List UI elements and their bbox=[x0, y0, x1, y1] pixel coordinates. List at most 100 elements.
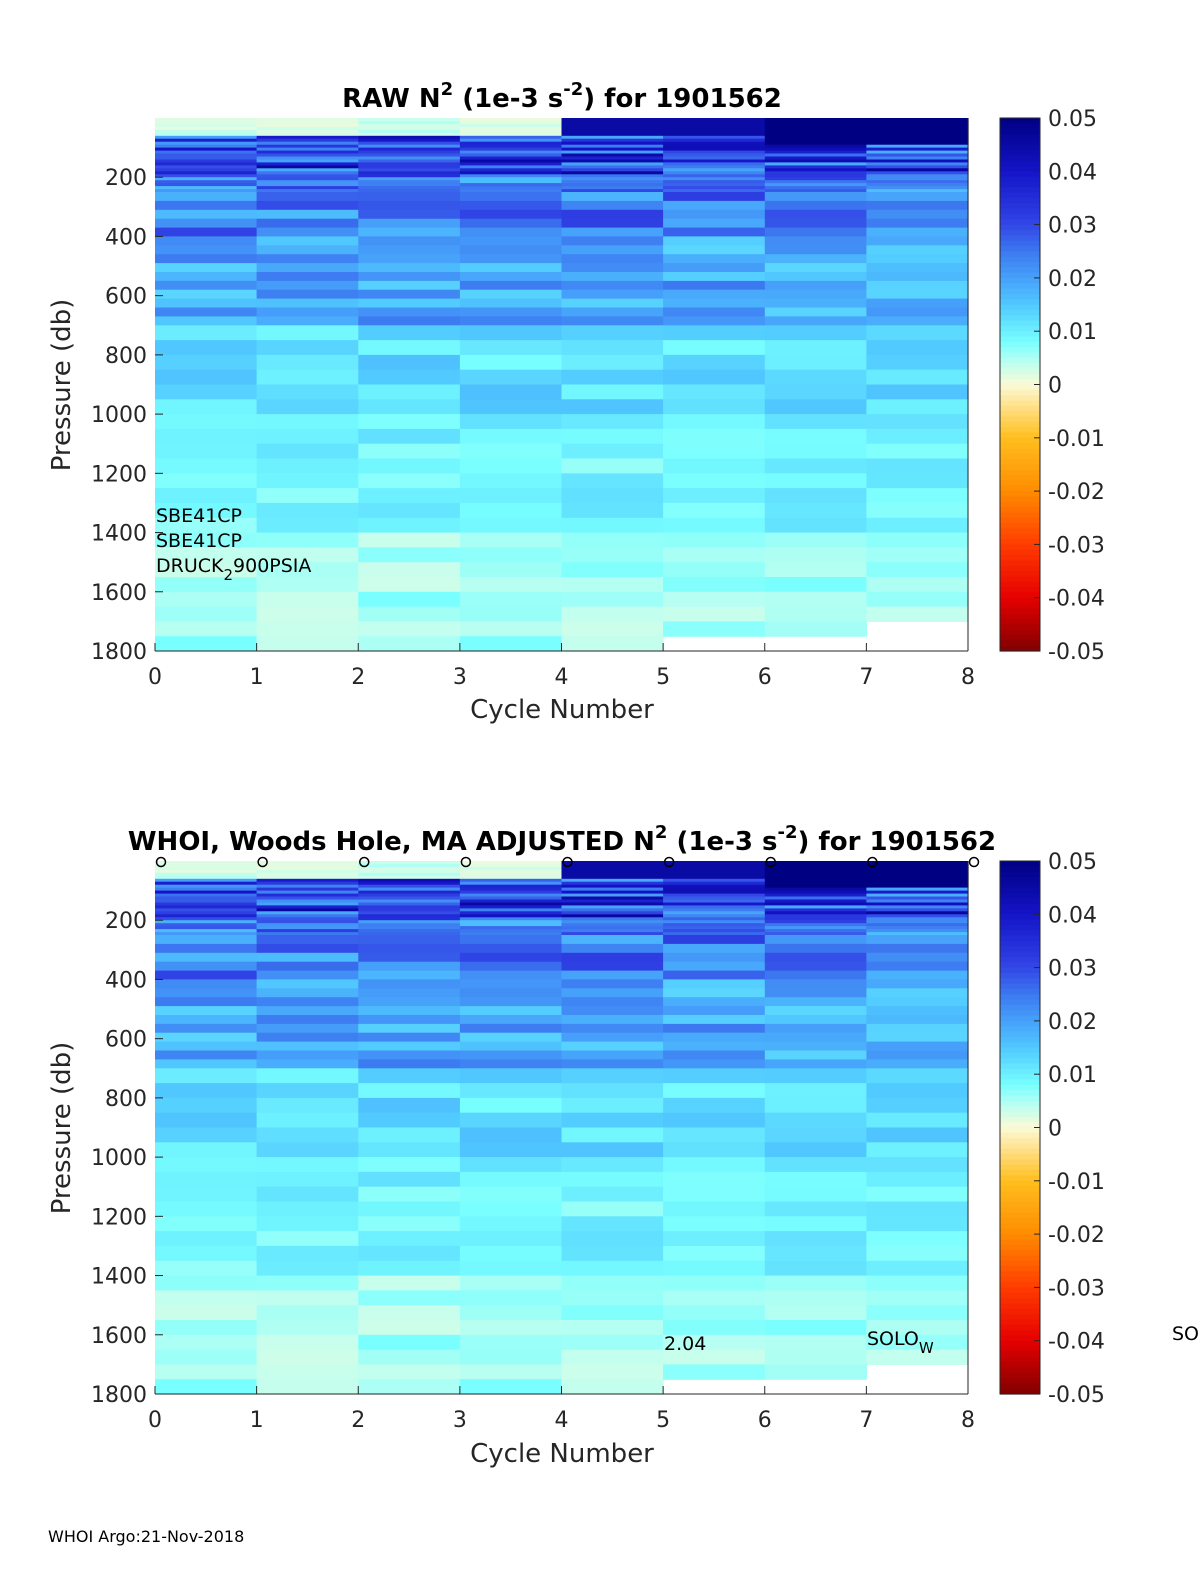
heatmap-cell bbox=[663, 165, 766, 169]
heatmap-cell bbox=[663, 997, 766, 1007]
heatmap-cell bbox=[358, 1231, 461, 1247]
heatmap-cell bbox=[866, 192, 969, 202]
adjusted-x-label: Cycle Number bbox=[470, 1439, 654, 1469]
heatmap-cell bbox=[663, 878, 766, 883]
colorbar-swatch bbox=[1000, 347, 1040, 354]
heatmap-cell bbox=[663, 189, 766, 193]
heatmap-cell bbox=[764, 488, 867, 504]
colorbar-swatch bbox=[1000, 640, 1040, 647]
heatmap-cell bbox=[155, 875, 258, 880]
heatmap-cell bbox=[866, 908, 969, 912]
heatmap-cell bbox=[866, 878, 969, 883]
colorbar-swatch bbox=[1000, 475, 1040, 482]
colorbar-swatch bbox=[1000, 155, 1040, 162]
heatmap-cell bbox=[866, 473, 969, 489]
heatmap-cell bbox=[764, 884, 867, 889]
colorbar-swatch bbox=[1000, 1170, 1040, 1177]
heatmap-cell bbox=[866, 177, 969, 181]
heatmap-cell bbox=[459, 316, 563, 326]
colorbar-swatch bbox=[1000, 972, 1040, 979]
heatmap-cell bbox=[358, 1023, 461, 1034]
x-tick-label: 1 bbox=[250, 665, 264, 690]
heatmap-cell bbox=[256, 1275, 359, 1291]
heatmap-cell bbox=[561, 165, 664, 169]
heatmap-cell bbox=[459, 1112, 563, 1129]
heatmap-cell bbox=[358, 1364, 461, 1380]
heatmap-cell bbox=[358, 289, 461, 300]
heatmap-cell bbox=[459, 488, 563, 504]
heatmap-cell bbox=[256, 156, 359, 161]
heatmap-cell bbox=[459, 861, 563, 865]
heatmap-cell bbox=[256, 186, 359, 190]
colorbar-swatch bbox=[1000, 368, 1040, 375]
y-tick-label: 400 bbox=[105, 225, 147, 250]
heatmap-cell bbox=[561, 162, 664, 166]
heatmap-cell bbox=[155, 532, 258, 548]
heatmap-cell bbox=[561, 636, 664, 652]
heatmap-cell bbox=[459, 129, 563, 134]
heatmap-cell bbox=[256, 147, 359, 152]
heatmap-cell bbox=[764, 171, 867, 175]
heatmap-cell bbox=[866, 1050, 969, 1060]
heatmap-cell bbox=[155, 1349, 258, 1365]
y-tick-label: 400 bbox=[105, 968, 147, 993]
heatmap-cell bbox=[561, 866, 664, 871]
heatmap-cell bbox=[256, 1201, 359, 1217]
heatmap-cell bbox=[764, 943, 867, 954]
heatmap-cell bbox=[256, 935, 359, 945]
heatmap-cell bbox=[866, 162, 969, 166]
heatmap-cell bbox=[155, 899, 258, 904]
colorbar-swatch bbox=[1000, 1042, 1040, 1049]
heatmap-cell bbox=[764, 861, 867, 865]
heatmap-cell bbox=[459, 932, 563, 936]
colorbar-swatch bbox=[1000, 411, 1040, 418]
heatmap-cell bbox=[764, 952, 867, 963]
heatmap-cell bbox=[663, 532, 766, 548]
heatmap-cell bbox=[561, 875, 664, 880]
colorbar-swatch bbox=[1000, 571, 1040, 577]
colorbar-swatch bbox=[1000, 1330, 1040, 1336]
heatmap-cell bbox=[764, 1023, 867, 1034]
colorbar-swatch bbox=[1000, 908, 1040, 915]
heatmap-cell bbox=[866, 1171, 969, 1188]
heatmap-cell bbox=[764, 997, 867, 1007]
heatmap-cell bbox=[459, 263, 563, 273]
colorbar-swatch bbox=[1000, 1271, 1040, 1278]
heatmap-cell bbox=[561, 218, 664, 229]
heatmap-cell bbox=[155, 872, 258, 877]
heatmap-cell bbox=[764, 180, 867, 184]
heatmap-cell bbox=[764, 141, 867, 146]
colorbar-swatch bbox=[1000, 1212, 1040, 1219]
heatmap-cell bbox=[256, 636, 359, 652]
heatmap-cell bbox=[561, 1041, 664, 1052]
heatmap-cell bbox=[459, 218, 563, 229]
heatmap-cell bbox=[561, 896, 664, 901]
heatmap-cell bbox=[256, 1171, 359, 1188]
x-tick-label: 4 bbox=[555, 665, 569, 690]
heatmap-cell bbox=[561, 118, 664, 122]
heatmap-cell bbox=[155, 135, 258, 140]
heatmap-cell bbox=[459, 1171, 563, 1188]
heatmap-cell bbox=[764, 316, 867, 326]
heatmap-cell bbox=[663, 917, 766, 921]
heatmap-cell bbox=[561, 621, 664, 637]
heatmap-cell bbox=[866, 943, 969, 954]
heatmap-cell bbox=[459, 881, 563, 886]
heatmap-cell bbox=[561, 354, 664, 371]
heatmap-cell bbox=[256, 1290, 359, 1306]
heatmap-cell bbox=[866, 189, 969, 193]
heatmap-cell bbox=[561, 159, 664, 164]
heatmap-cell bbox=[764, 872, 867, 877]
heatmap-cell bbox=[459, 153, 563, 158]
heatmap-cell bbox=[663, 473, 766, 489]
heatmap-cell bbox=[866, 280, 969, 291]
heatmap-cell bbox=[764, 354, 867, 371]
colorbar-swatch bbox=[1000, 935, 1040, 942]
heatmap-cell bbox=[866, 488, 969, 504]
heatmap-cell bbox=[561, 1015, 664, 1025]
heatmap-cell bbox=[561, 325, 664, 341]
heatmap-cell bbox=[256, 532, 359, 548]
heatmap-cell bbox=[358, 209, 461, 220]
heatmap-cell bbox=[663, 414, 766, 430]
heatmap-cell bbox=[561, 132, 664, 137]
